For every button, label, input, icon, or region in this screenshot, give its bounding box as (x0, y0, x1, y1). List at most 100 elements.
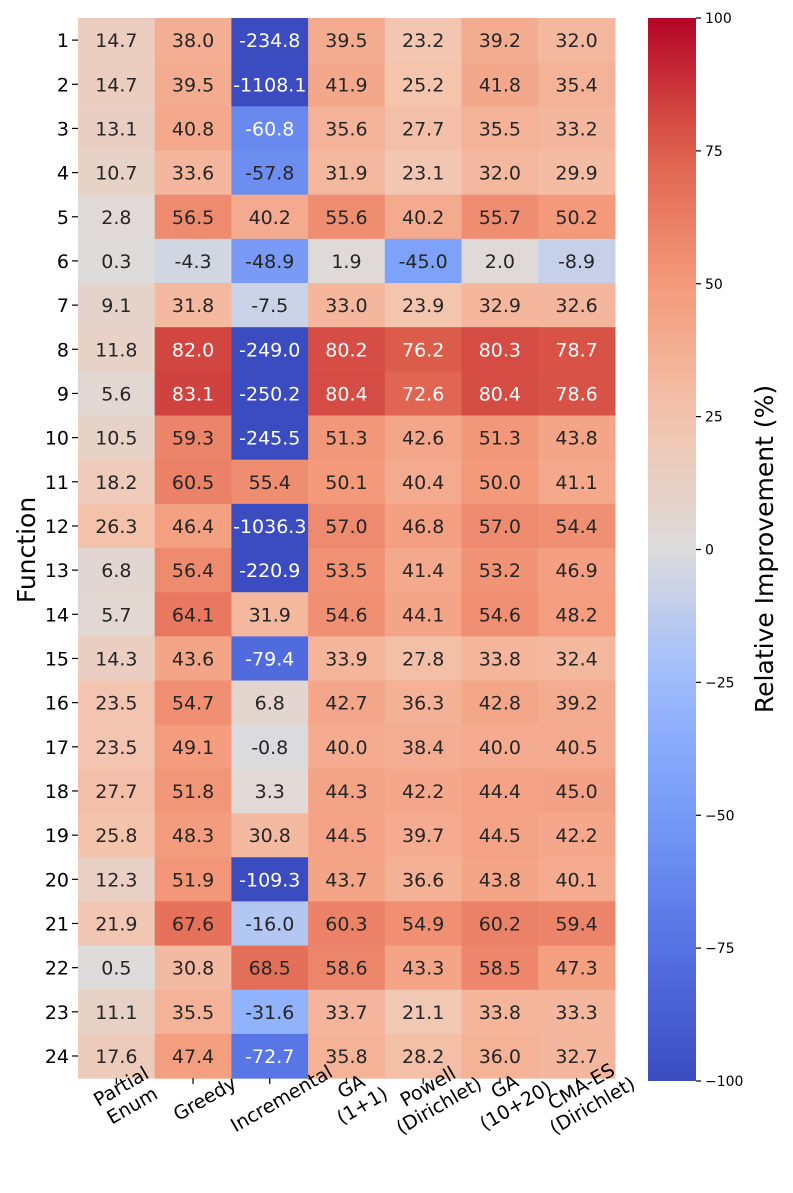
heatmap-cell (78, 768, 156, 814)
cell-value-label: 31.9 (325, 163, 367, 185)
cell-value-label: -60.8 (245, 118, 294, 140)
cell-value-label: 1.9 (331, 251, 361, 273)
cell-value-label: 9.1 (101, 295, 131, 317)
heatmap-cell (538, 503, 616, 549)
heatmap-cell (384, 680, 463, 726)
cell-value-label: 54.7 (172, 693, 214, 715)
cell-value-label: 33.6 (172, 163, 214, 185)
cell-value-label: 42.8 (479, 693, 521, 715)
heatmap-cell (308, 945, 386, 991)
cell-value-label: 46.4 (172, 516, 214, 538)
heatmap-cell (78, 1033, 156, 1079)
heatmap-cell (231, 768, 309, 814)
heatmap-cell (154, 548, 232, 593)
heatmap-cell (308, 592, 386, 637)
y-tick-label: 5 (57, 207, 69, 229)
heatmap-cell (78, 548, 156, 593)
heatmap-cell (308, 680, 386, 726)
cell-value-label: 78.7 (555, 339, 597, 361)
cell-value-label: 59.4 (555, 913, 597, 935)
heatmap-cell (231, 724, 309, 770)
heatmap-cell (308, 150, 386, 196)
heatmap-cell (384, 327, 463, 372)
cell-value-label: 38.0 (172, 30, 214, 52)
heatmap-cell (231, 901, 309, 947)
cell-value-label: 39.5 (172, 74, 214, 96)
heatmap-cell (231, 1033, 309, 1079)
heatmap-cell (538, 680, 616, 726)
heatmap-cell (308, 901, 386, 947)
cell-value-label: 35.5 (479, 118, 521, 140)
cell-value-label: 55.7 (479, 207, 521, 229)
heatmap-cell (461, 592, 539, 637)
cell-value-label: -250.2 (239, 383, 300, 405)
heatmap-cell (461, 680, 539, 726)
cell-value-label: 40.2 (249, 207, 291, 229)
heatmap-cell (231, 106, 309, 152)
cell-value-label: 0.5 (101, 958, 131, 980)
heatmap-cell (461, 150, 539, 196)
cell-value-label: 29.9 (555, 163, 597, 185)
cell-value-label: 54.6 (479, 604, 521, 626)
cell-value-label: -0.8 (251, 737, 288, 759)
cell-value-label: 43.6 (172, 648, 214, 670)
cell-value-label: 6.8 (101, 560, 131, 582)
cell-value-label: 58.6 (325, 958, 367, 980)
cell-value-label: 83.1 (172, 383, 214, 405)
cell-value-label: 54.4 (555, 516, 597, 538)
y-tick-label: 7 (57, 295, 69, 317)
cell-value-label: 60.5 (172, 472, 214, 494)
heatmap-cell (231, 680, 309, 726)
cell-value-label: 10.7 (95, 163, 137, 185)
cell-value-label: 33.7 (325, 1002, 367, 1024)
cell-value-label: 25.2 (402, 74, 444, 96)
heatmap-cell (308, 194, 386, 240)
heatmap-cell (231, 857, 309, 902)
heatmap-cell (538, 238, 616, 284)
cell-value-label: 50.0 (479, 472, 521, 494)
cell-value-label: 33.9 (325, 648, 367, 670)
heatmap-cell (461, 857, 539, 902)
cell-value-label: 43.3 (402, 958, 444, 980)
cell-value-label: 80.4 (325, 383, 367, 405)
cell-value-label: 44.3 (325, 781, 367, 803)
heatmap-cell (231, 327, 309, 372)
cell-value-label: 31.8 (172, 295, 214, 317)
heatmap-cell (308, 768, 386, 814)
cell-value-label: 44.5 (325, 825, 367, 847)
y-tick-label: 13 (45, 560, 69, 582)
cell-value-label: -220.9 (239, 560, 300, 582)
colorbar-tick-label: −100 (705, 1074, 743, 1090)
heatmap-cell (154, 18, 232, 63)
heatmap-cell (538, 989, 616, 1035)
cell-value-label: 40.1 (555, 869, 597, 891)
cell-value-label: 40.5 (555, 737, 597, 759)
cell-value-label: 39.2 (555, 693, 597, 715)
heatmap-cell (384, 945, 463, 991)
heatmap-cell (231, 813, 309, 858)
cell-value-label: 30.8 (249, 825, 291, 847)
heatmap-cell (154, 238, 232, 284)
heatmap-cell (308, 548, 386, 593)
y-tick-label: 1 (57, 30, 69, 52)
cell-value-label: 33.3 (555, 1002, 597, 1024)
heatmap-cell (384, 238, 463, 284)
cell-value-label: 67.6 (172, 913, 214, 935)
cell-value-label: 51.9 (172, 869, 214, 891)
heatmap-cell (461, 503, 539, 549)
heatmap-cell (231, 503, 309, 549)
cell-value-label: -245.5 (239, 428, 300, 450)
y-tick-label: 21 (45, 913, 69, 935)
cell-value-label: 14.3 (95, 648, 137, 670)
cell-value-label: -79.4 (245, 648, 294, 670)
heatmap-cell (384, 724, 463, 770)
heatmap-cell (308, 459, 386, 505)
heatmap-cell (538, 327, 616, 372)
cell-value-label: 78.6 (555, 383, 597, 405)
heatmap-cell (154, 857, 232, 902)
heatmap-cell (538, 371, 616, 417)
cell-value-label: 39.7 (402, 825, 444, 847)
cell-value-label: 72.6 (402, 383, 444, 405)
heatmap-cell (154, 724, 232, 770)
